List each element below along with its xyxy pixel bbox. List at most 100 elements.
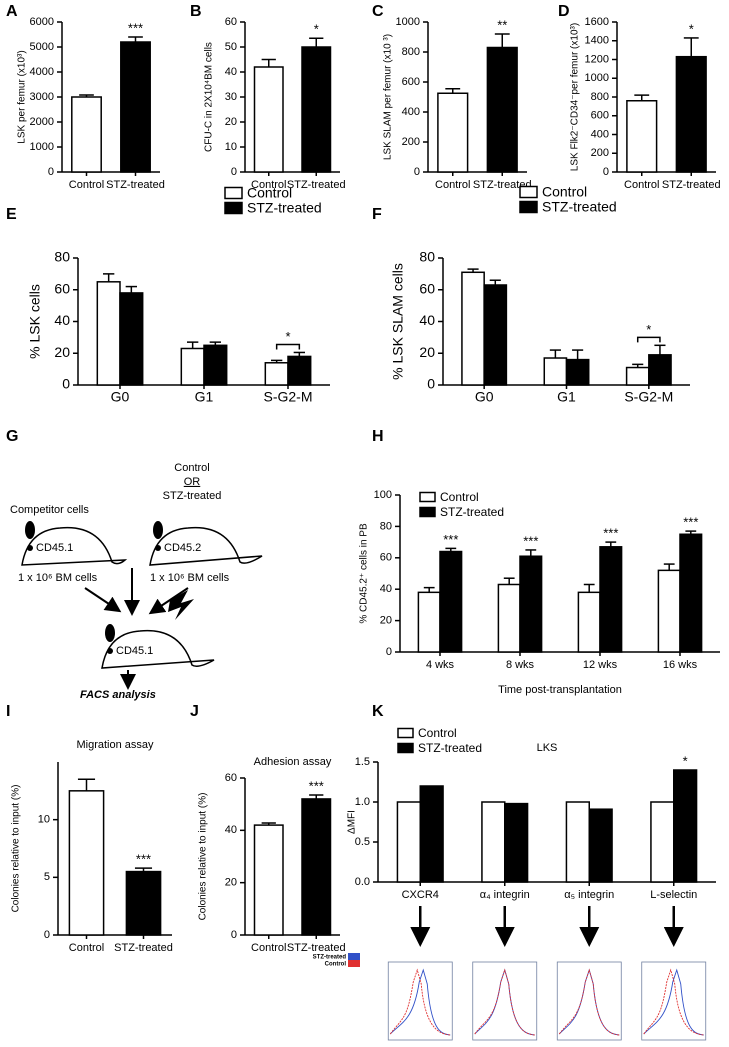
y-tick-label: 0.5	[355, 836, 370, 848]
y-axis-label: CFU-C in 2X10⁴BM cells	[204, 42, 215, 152]
bar	[119, 292, 144, 386]
y-tick-label: 1.5	[355, 756, 370, 768]
error-bar	[467, 268, 479, 273]
y-tick-label: 0	[386, 646, 392, 658]
y-tick-label: 0	[231, 166, 237, 178]
significance-label: ***	[523, 533, 538, 548]
bar	[565, 801, 590, 883]
bar	[301, 46, 332, 173]
error-bar	[125, 285, 138, 293]
significance-label: ***	[443, 532, 458, 547]
bar	[588, 808, 613, 883]
y-axis-label: LSK Flk2⁻CD34⁻per femur (x10³)	[570, 23, 581, 171]
error-bar	[79, 94, 94, 97]
bar	[486, 46, 518, 173]
y-axis-label: LSK per femur (x10³)	[17, 50, 28, 143]
y-tick-label: 40	[419, 312, 435, 328]
x-tick-label: CXCR4	[402, 889, 439, 901]
legend-label: Control	[542, 184, 587, 200]
legend-label: STZ-treated	[542, 199, 617, 215]
x-tick-label: STZ-treated	[106, 179, 165, 191]
error-bar	[261, 58, 276, 67]
y-axis-label: ΔMFI	[347, 810, 358, 834]
error-bar	[261, 822, 276, 826]
chart-title: LKS	[537, 742, 558, 754]
bar	[648, 354, 672, 386]
significance-label: ***	[309, 778, 324, 793]
y-tick-label: 60	[225, 16, 237, 28]
y-tick-label: 60	[225, 772, 237, 784]
error-bar	[102, 273, 115, 282]
y-tick-label: 0	[48, 166, 54, 178]
panel-label: I	[6, 703, 10, 720]
x-tick-label: Control	[251, 179, 286, 191]
y-tick-label: 100	[374, 489, 392, 501]
y-tick-label: 80	[380, 520, 392, 532]
bar	[419, 785, 444, 883]
x-tick-label: Control	[69, 179, 104, 191]
y-tick-label: 0	[414, 166, 420, 178]
y-tick-label: 80	[54, 249, 70, 265]
donor-option: STZ-treated	[163, 490, 222, 502]
x-tick-label: G0	[475, 389, 494, 405]
bar	[519, 555, 543, 653]
legend-swatch	[519, 200, 538, 214]
bar	[679, 533, 703, 653]
y-tick-label: 0	[231, 929, 237, 941]
significance-label: *	[683, 753, 688, 768]
y-tick-label: 80	[419, 249, 435, 265]
y-axis-label: % LSK cells	[27, 284, 43, 359]
y-tick-label: 20	[419, 344, 435, 360]
significance-label: ***	[128, 20, 143, 35]
error-bar	[685, 530, 697, 535]
legend-swatch	[419, 491, 436, 503]
panel-label: J	[190, 703, 199, 720]
bar	[673, 769, 698, 883]
error-bar	[683, 37, 699, 57]
y-tick-label: 20	[380, 615, 392, 627]
y-tick-label: 6000	[30, 16, 54, 28]
significance-label: *	[314, 22, 319, 37]
y-tick-label: 20	[54, 344, 70, 360]
mouse-recipient	[101, 624, 215, 669]
y-axis-label: LSK SLAM per femur (x10 ³)	[383, 34, 394, 160]
y-tick-label: 40	[54, 312, 70, 328]
y-tick-label: 0	[603, 166, 609, 178]
y-axis-label: Colonies relative to input (%)	[198, 793, 209, 921]
legend-swatch	[348, 960, 360, 967]
x-tick-label: Control	[435, 179, 470, 191]
error-bar	[489, 279, 501, 285]
marker-label: CD45.2	[164, 542, 201, 554]
histogram-frame	[472, 961, 538, 1041]
y-tick-label: 40	[225, 66, 237, 78]
legend-label: STZ-treated	[440, 505, 504, 519]
bar	[264, 362, 289, 386]
error-bar	[632, 363, 644, 368]
y-tick-label: 4000	[30, 66, 54, 78]
chart-title: Adhesion assay	[254, 756, 332, 768]
panel-label: A	[6, 3, 18, 20]
error-bar	[549, 349, 561, 359]
error-bar	[423, 586, 435, 593]
irradiation-icon	[168, 590, 194, 620]
y-tick-label: 40	[380, 583, 392, 595]
y-tick-label: 400	[402, 106, 420, 118]
error-bar	[128, 36, 143, 42]
y-tick-label: 200	[591, 147, 609, 159]
legend-swatch	[224, 201, 243, 215]
mouse-donor	[149, 521, 263, 566]
y-tick-label: 1600	[585, 16, 609, 28]
marker-label: CD45.1	[116, 645, 153, 657]
x-tick-label: L-selectin	[650, 889, 697, 901]
x-tick-label: STZ-treated	[114, 942, 173, 954]
y-tick-label: 1200	[585, 53, 609, 65]
y-tick-label: 600	[402, 76, 420, 88]
x-tick-label: STZ-treated	[287, 179, 346, 191]
error-bar	[494, 33, 510, 48]
y-tick-label: 10	[225, 141, 237, 153]
y-tick-label: 10	[38, 814, 50, 826]
significance-label: ***	[603, 526, 618, 541]
legend-swatch	[397, 742, 414, 754]
legend-swatch	[519, 185, 538, 199]
error-bar	[445, 547, 457, 552]
